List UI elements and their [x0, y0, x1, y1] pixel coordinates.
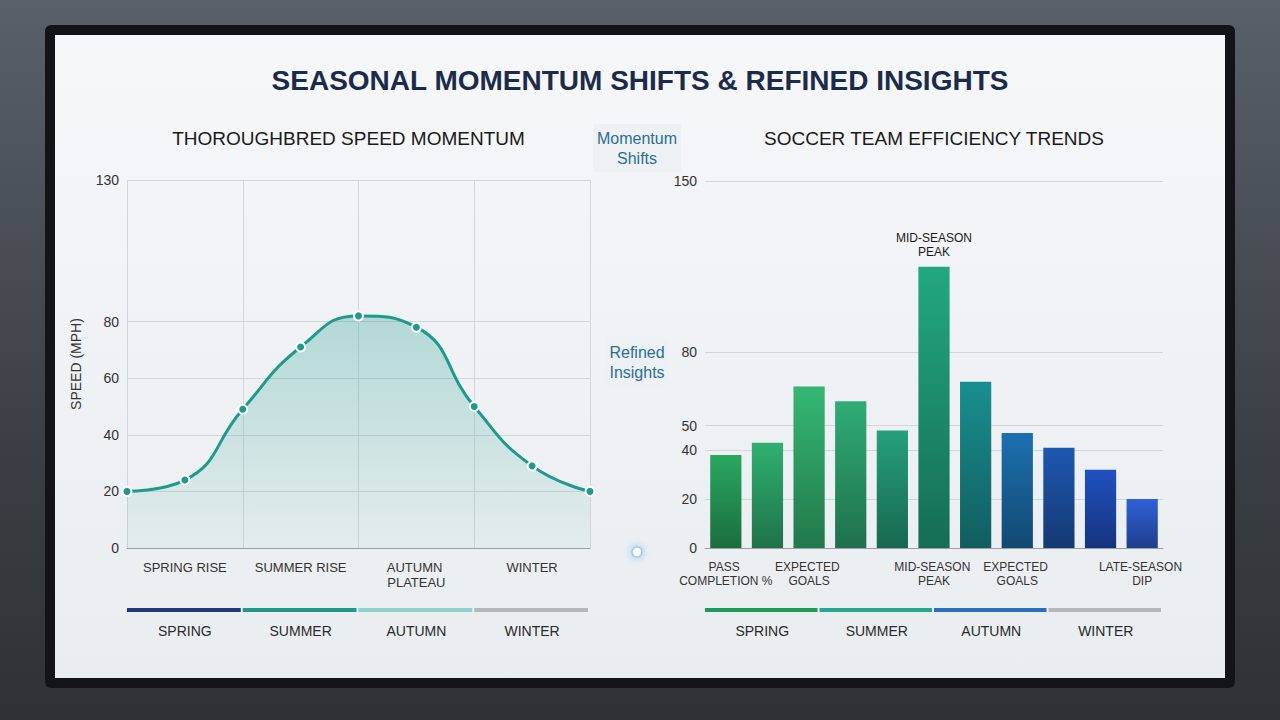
svg-text:EXPECTED: EXPECTED [983, 560, 1051, 574]
svg-text:150: 150 [674, 173, 698, 189]
svg-text:WINTER: WINTER [506, 560, 557, 575]
svg-text:PASS: PASS [709, 560, 743, 574]
svg-text:SPRING: SPRING [735, 623, 789, 639]
svg-text:130: 130 [96, 172, 120, 188]
svg-text:50: 50 [681, 418, 697, 434]
svg-text:GOALS: GOALS [788, 574, 829, 588]
svg-text:Momentum: Momentum [597, 130, 677, 147]
svg-text:MID-SEASON: MID-SEASON [894, 560, 973, 574]
svg-text:COMPLETION %: COMPLETION % [679, 574, 773, 588]
svg-text:0: 0 [111, 540, 119, 556]
svg-text:Shifts: Shifts [617, 150, 657, 167]
svg-text:GOALS: GOALS [997, 574, 1038, 588]
svg-text:SPRING: SPRING [158, 623, 212, 639]
svg-text:WINTER: WINTER [1078, 623, 1133, 639]
svg-text:Insights: Insights [609, 364, 664, 381]
svg-text:THOROUGHBRED SPEED MOMENTUM: THOROUGHBRED SPEED MOMENTUM [172, 128, 525, 149]
svg-text:SUMMER: SUMMER [846, 623, 908, 639]
svg-text:20: 20 [103, 483, 119, 499]
svg-text:SUMMER RISE: SUMMER RISE [255, 560, 347, 575]
svg-text:MID-SEASON: MID-SEASON [896, 231, 972, 245]
svg-text:AUTUMN: AUTUMN [386, 623, 446, 639]
svg-text:WINTER: WINTER [505, 623, 560, 639]
svg-text:DIP: DIP [1132, 574, 1152, 588]
svg-text:20: 20 [681, 491, 697, 507]
svg-text:40: 40 [103, 427, 119, 443]
svg-text:PEAK: PEAK [918, 245, 950, 259]
svg-text:80: 80 [103, 314, 119, 330]
svg-text:PEAK: PEAK [918, 574, 950, 588]
svg-text:AUTUMN: AUTUMN [387, 560, 446, 575]
svg-text:SOCCER TEAM EFFICIENCY TRENDS: SOCCER TEAM EFFICIENCY TRENDS [764, 128, 1104, 149]
svg-text:SUMMER: SUMMER [270, 623, 332, 639]
svg-text:PLATEAU: PLATEAU [387, 575, 445, 590]
svg-text:AUTUMN: AUTUMN [961, 623, 1021, 639]
svg-text:SPEED (MPH): SPEED (MPH) [68, 318, 84, 410]
svg-text:0: 0 [689, 540, 697, 556]
svg-text:Refined: Refined [609, 344, 664, 361]
svg-text:LATE-SEASON: LATE-SEASON [1099, 560, 1185, 574]
svg-text:SEASONAL MOMENTUM SHIFTS & REF: SEASONAL MOMENTUM SHIFTS & REFINED INSIG… [272, 65, 1009, 96]
svg-text:SPRING RISE: SPRING RISE [143, 560, 227, 575]
svg-text:60: 60 [103, 370, 119, 386]
svg-text:40: 40 [681, 442, 697, 458]
svg-text:EXPECTED: EXPECTED [775, 560, 843, 574]
svg-text:80: 80 [681, 344, 697, 360]
